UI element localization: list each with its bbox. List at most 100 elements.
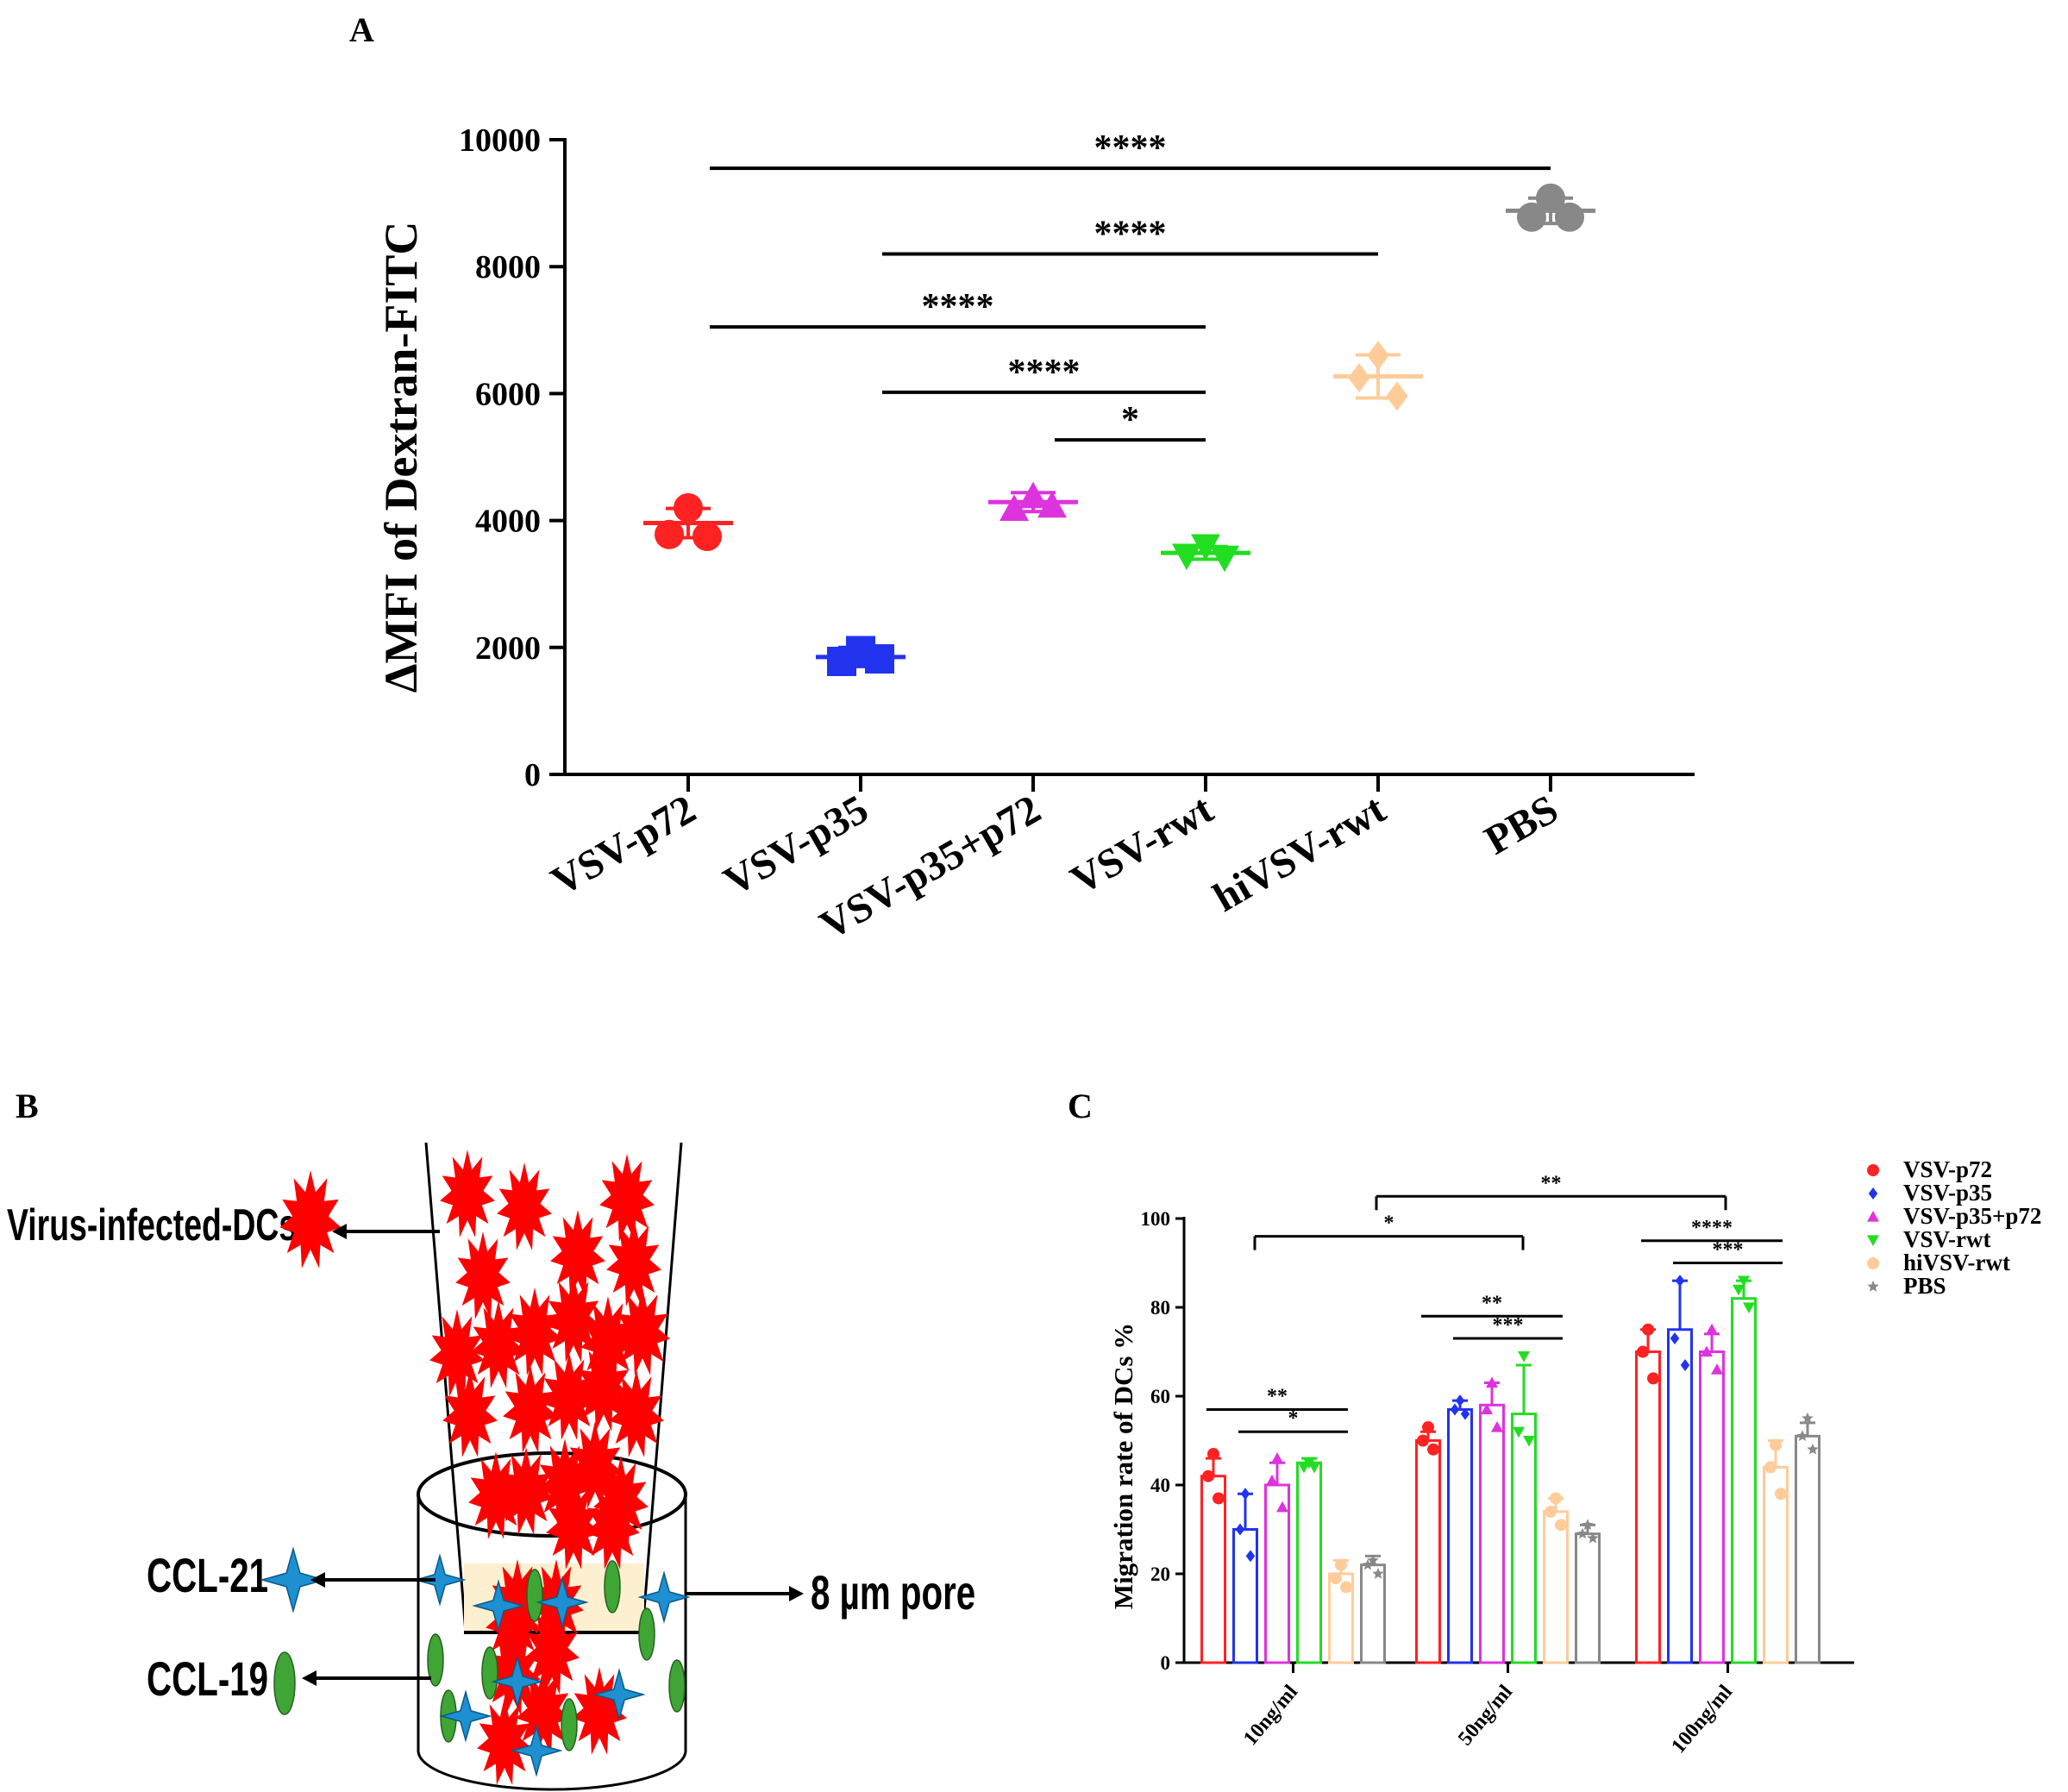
ccl21-particle bbox=[637, 1570, 691, 1624]
data-point-c bbox=[1647, 1372, 1659, 1385]
legend-marker-c bbox=[1868, 1187, 1878, 1200]
data-point-a bbox=[1517, 202, 1546, 232]
panel-label-a: A bbox=[349, 10, 374, 49]
bar-c bbox=[1360, 1563, 1386, 1664]
ccl19-particle bbox=[561, 1698, 578, 1751]
y-tick-label-a: 8000 bbox=[475, 249, 541, 285]
significance-label-c: * bbox=[1288, 1407, 1299, 1430]
data-point-c bbox=[1481, 1403, 1493, 1415]
dc-cell bbox=[455, 1231, 511, 1319]
ccl19-label: CCL-19 bbox=[147, 1653, 268, 1707]
y-tick-label-a: 6000 bbox=[475, 376, 541, 412]
data-point-a bbox=[827, 646, 856, 676]
insert-wall-right bbox=[641, 1142, 683, 1633]
chemokine-group bbox=[413, 1553, 691, 1777]
data-point-c bbox=[1486, 1376, 1498, 1388]
data-point-c bbox=[1235, 1523, 1245, 1536]
bar-c bbox=[1296, 1461, 1322, 1664]
dc-cell bbox=[440, 1150, 495, 1237]
legend-c: VSV-p72VSV-p35VSV-p35+p72VSV-rwthiVSV-rw… bbox=[1867, 1156, 2041, 1299]
virus-dc-arrowhead bbox=[332, 1224, 347, 1239]
x-tick-label-a: VSV-rwt bbox=[1063, 786, 1221, 904]
data-point-c bbox=[1340, 1581, 1352, 1594]
legend-label-c: hiVSV-rwt bbox=[1903, 1250, 2010, 1275]
significance-label-c: * bbox=[1384, 1212, 1394, 1235]
data-point-c bbox=[1523, 1435, 1535, 1447]
well-bottom bbox=[417, 1750, 687, 1791]
data-point-c bbox=[1417, 1434, 1429, 1447]
series-group-a bbox=[816, 636, 906, 676]
data-point-c bbox=[1582, 1519, 1594, 1530]
data-point-c bbox=[1266, 1474, 1278, 1486]
y-tick-label-c: 0 bbox=[1161, 1652, 1171, 1674]
data-point-c bbox=[1775, 1488, 1787, 1501]
y-tick-label-c: 40 bbox=[1150, 1475, 1170, 1496]
ccl19-legend-oval bbox=[273, 1651, 296, 1715]
data-point-c bbox=[1670, 1332, 1680, 1345]
data-point-c bbox=[1807, 1443, 1819, 1455]
dc-cell bbox=[576, 1344, 631, 1432]
significance-label-c: ** bbox=[1482, 1292, 1502, 1314]
series-group-c bbox=[1360, 1412, 1820, 1664]
bar-c bbox=[1232, 1528, 1258, 1664]
legend-label-c: VSV-rwt bbox=[1903, 1226, 1990, 1252]
x-tick-label-c: 10ng/ml bbox=[1239, 1681, 1302, 1750]
ccl21-legend-icon bbox=[260, 1546, 327, 1613]
data-point-c bbox=[1362, 1558, 1374, 1570]
y-tick-label-c: 100 bbox=[1141, 1208, 1171, 1230]
y-tick-label-a: 4000 bbox=[475, 504, 541, 540]
data-point-c bbox=[1335, 1558, 1347, 1571]
series-group-c bbox=[1200, 1323, 1661, 1664]
bar-c bbox=[1543, 1510, 1569, 1664]
data-point-c bbox=[1642, 1323, 1654, 1336]
data-point-c bbox=[1271, 1452, 1283, 1463]
legend-marker-c bbox=[1867, 1281, 1879, 1292]
x-tick-label-a: VSV-p72 bbox=[543, 786, 703, 905]
dc-cell bbox=[542, 1352, 597, 1440]
data-point-a bbox=[655, 519, 684, 549]
ccl21-particle bbox=[491, 1655, 544, 1708]
data-point-c bbox=[1367, 1554, 1379, 1566]
data-point-c bbox=[1764, 1461, 1777, 1474]
ccl21-label: CCL-21 bbox=[147, 1550, 268, 1603]
data-point-c bbox=[1637, 1345, 1649, 1358]
dc-cell bbox=[524, 1607, 580, 1695]
transwell-diagram: Virus-infected-DCs CCL-21 CCL-19 8 µm po… bbox=[7, 1142, 975, 1791]
data-point-c bbox=[1276, 1501, 1288, 1513]
ccl21-particle bbox=[413, 1553, 467, 1607]
ccl21-particle bbox=[536, 1576, 589, 1629]
ccl21-particle bbox=[592, 1668, 646, 1721]
data-point-c bbox=[1576, 1527, 1589, 1539]
data-point-a bbox=[1000, 494, 1029, 521]
ccl21-legend-star bbox=[260, 1546, 327, 1613]
significance-label-c: **** bbox=[1691, 1217, 1733, 1239]
data-point-c bbox=[1455, 1394, 1465, 1407]
data-point-a bbox=[1172, 543, 1201, 571]
legend-label-c: VSV-p35 bbox=[1903, 1180, 1992, 1206]
bar-c bbox=[1511, 1413, 1537, 1664]
dc-cell bbox=[546, 1482, 601, 1570]
significance-label-c: ** bbox=[1541, 1172, 1562, 1194]
dc-cell bbox=[609, 1369, 664, 1457]
series-group-a bbox=[1506, 183, 1595, 232]
data-point-c bbox=[1743, 1302, 1755, 1313]
ccl19-particle bbox=[427, 1633, 444, 1687]
bar-c bbox=[1447, 1407, 1473, 1664]
data-point-c bbox=[1330, 1572, 1342, 1585]
legend-label-c: VSV-p35+p72 bbox=[1903, 1203, 2041, 1229]
data-point-c bbox=[1460, 1407, 1470, 1420]
ccl19-particle bbox=[481, 1646, 498, 1700]
dc-cell bbox=[503, 1365, 558, 1453]
legend-marker-c bbox=[1867, 1257, 1879, 1269]
dc-cell bbox=[442, 1369, 498, 1457]
ccl21-particle bbox=[510, 1724, 563, 1777]
ccl21-particle bbox=[439, 1689, 492, 1743]
data-point-c bbox=[1213, 1492, 1225, 1505]
dc-cell bbox=[572, 1667, 627, 1755]
dc-cell bbox=[471, 1300, 526, 1388]
legend-marker-c bbox=[1867, 1211, 1879, 1222]
data-point-c bbox=[1202, 1469, 1214, 1482]
y-tick-label-a: 0 bbox=[524, 757, 541, 793]
